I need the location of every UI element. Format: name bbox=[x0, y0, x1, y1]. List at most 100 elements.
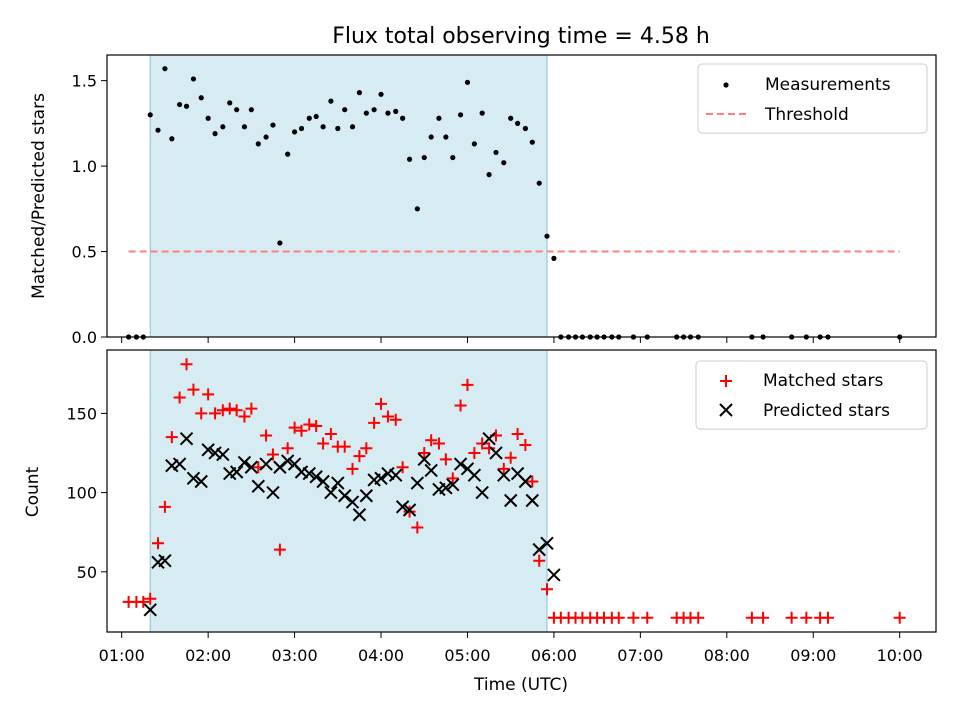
measurement-point bbox=[363, 110, 369, 116]
predicted-star-point bbox=[229, 465, 244, 479]
measurement-point bbox=[515, 120, 521, 126]
matched-star-point bbox=[432, 437, 445, 450]
matched-star-point bbox=[353, 450, 366, 463]
matched-star-point bbox=[281, 442, 294, 455]
count-x-tick-label: 07:00 bbox=[617, 646, 663, 665]
predicted-star-point bbox=[547, 568, 561, 582]
predicted-star-point bbox=[489, 446, 503, 460]
measurement-point bbox=[486, 172, 492, 178]
measurement-point bbox=[428, 134, 434, 140]
predicted-star-point bbox=[374, 471, 388, 486]
measurement-point bbox=[544, 233, 550, 239]
measurement-point bbox=[406, 156, 413, 162]
ratio-y-tick-label: 0.0 bbox=[72, 328, 97, 347]
measurement-point bbox=[270, 122, 276, 128]
matched-star-point bbox=[152, 537, 165, 550]
matched-star-point bbox=[627, 611, 640, 624]
predicted-star-point bbox=[439, 481, 453, 495]
measurement-point bbox=[349, 124, 356, 130]
predicted-star-point bbox=[424, 463, 438, 478]
matched-star-point bbox=[187, 383, 200, 396]
measurement-point bbox=[248, 107, 254, 113]
measurement-point bbox=[177, 101, 183, 108]
measurement-point bbox=[414, 206, 420, 212]
threshold-legend-label: Threshold bbox=[764, 105, 849, 125]
measurement-point bbox=[356, 90, 363, 96]
matched-legend-marker bbox=[720, 375, 732, 387]
predicted-star-point bbox=[266, 485, 280, 500]
matched-star-point bbox=[230, 404, 243, 417]
measurement-point bbox=[306, 115, 312, 121]
measurement-point bbox=[212, 131, 218, 137]
matched-star-point bbox=[476, 437, 489, 450]
ratio-legend: Measurements Threshold bbox=[697, 63, 928, 134]
predicted-star-point bbox=[331, 476, 345, 490]
measurements-legend-marker bbox=[723, 82, 729, 88]
count-x-tick-label: 08:00 bbox=[704, 646, 750, 665]
ratio-y-tick-label: 1.0 bbox=[72, 157, 97, 176]
measurement-point bbox=[162, 66, 168, 72]
predicted-star-point bbox=[467, 468, 482, 482]
chart-title: Flux total observing time = 4.58 h bbox=[332, 24, 710, 49]
count-x-tick-label: 09:00 bbox=[790, 646, 836, 665]
measurement-point bbox=[400, 115, 406, 121]
matched-star-point bbox=[511, 427, 524, 440]
matched-star-point bbox=[266, 448, 279, 461]
predicted-star-point bbox=[475, 485, 489, 500]
measurement-point bbox=[190, 76, 197, 82]
matched-star-point bbox=[785, 611, 798, 624]
matched-star-point bbox=[641, 611, 654, 624]
count-legend-box bbox=[695, 360, 928, 430]
measurement-point bbox=[277, 240, 283, 246]
measurement-point bbox=[551, 255, 557, 261]
measurement-point bbox=[471, 141, 477, 147]
matched-star-point bbox=[504, 451, 517, 464]
matched-star-point bbox=[346, 462, 359, 475]
measurement-point bbox=[155, 127, 161, 133]
predicted-legend-label: Predicted stars bbox=[763, 401, 890, 421]
matched-star-point bbox=[893, 611, 906, 624]
measurement-point bbox=[508, 115, 514, 121]
measurement-point bbox=[529, 139, 535, 145]
measurement-point bbox=[436, 115, 442, 121]
count-y-tick-label: 50 bbox=[77, 563, 97, 582]
count-x-tick-label: 05:00 bbox=[444, 646, 490, 665]
count-x-tick-label: 03:00 bbox=[272, 646, 318, 665]
matched-star-point bbox=[223, 402, 236, 415]
predicted-star-point bbox=[251, 479, 265, 493]
matched-star-point bbox=[821, 611, 834, 624]
measurement-point bbox=[328, 98, 334, 104]
matched-star-point bbox=[288, 421, 301, 434]
matched-star-point bbox=[483, 442, 496, 455]
count-y-tick-label: 100 bbox=[66, 484, 97, 503]
matched-star-point bbox=[526, 475, 539, 488]
measurement-point bbox=[285, 151, 291, 157]
predicted-star-point bbox=[338, 489, 352, 503]
matched-star-point bbox=[425, 434, 438, 447]
predicted-star-point bbox=[158, 554, 172, 568]
matched-star-point bbox=[375, 397, 388, 410]
predicted-star-point bbox=[532, 542, 546, 557]
matched-star-point bbox=[173, 391, 186, 404]
measurement-point bbox=[313, 113, 319, 120]
measurement-point bbox=[255, 141, 261, 147]
matched-star-point bbox=[800, 611, 813, 624]
matched-star-point bbox=[461, 378, 474, 391]
predicted-star-point bbox=[345, 495, 360, 509]
predicted-star-point bbox=[216, 447, 230, 462]
predicted-star-point bbox=[525, 493, 540, 508]
measurement-point bbox=[220, 124, 226, 130]
matched-star-point bbox=[439, 453, 452, 466]
count-legend: Matched stars Predicted stars bbox=[695, 360, 928, 430]
ratio-y-tick-label: 0.5 bbox=[72, 243, 97, 262]
predicted-star-point bbox=[273, 460, 287, 474]
matched-star-point bbox=[317, 437, 330, 450]
measurement-point bbox=[378, 91, 384, 97]
matched-star-point bbox=[303, 418, 316, 431]
matched-star-point bbox=[368, 416, 381, 429]
matched-legend-label: Matched stars bbox=[763, 371, 883, 391]
measurement-point bbox=[479, 110, 485, 116]
predicted-star-point bbox=[172, 457, 187, 471]
matched-star-point bbox=[692, 611, 705, 624]
